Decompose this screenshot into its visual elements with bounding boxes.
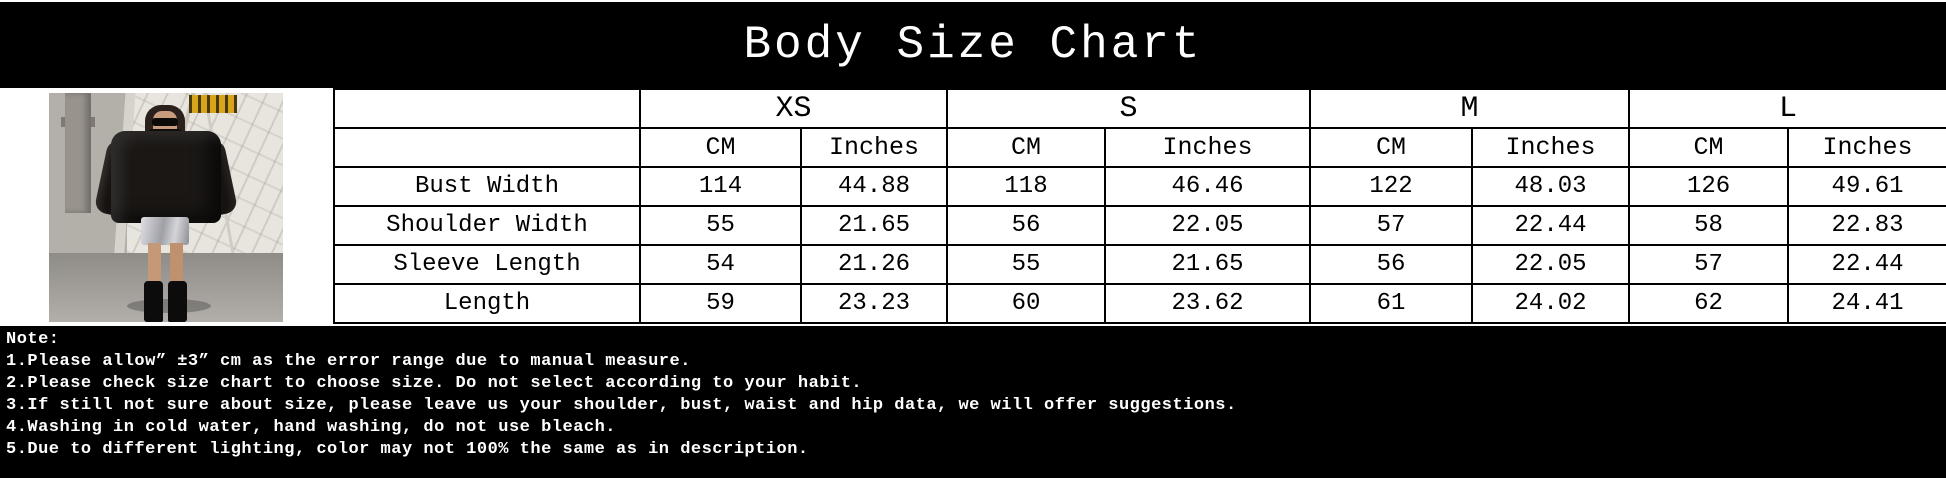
table-unit-header-row: CM Inches CM Inches CM Inches CM Inches <box>333 127 1946 168</box>
measurement-cell: 61 <box>1309 283 1474 324</box>
size-header-m: M <box>1309 88 1631 129</box>
product-photo <box>49 93 283 322</box>
measurement-cell: 54 <box>639 244 802 285</box>
measurement-cell: 56 <box>946 205 1107 246</box>
measurement-cell: 49.61 <box>1787 166 1946 207</box>
measurement-cell: 55 <box>639 205 802 246</box>
note-line-3: 3.If still not sure about size, please l… <box>6 396 1237 415</box>
row-label: Shoulder Width <box>333 205 641 246</box>
size-table: XS S M L CM Inches CM Inches CM Inches C… <box>333 88 1946 324</box>
unit-header: CM <box>946 127 1107 168</box>
notes-section: Note: 1.Please allow” ±3” cm as the erro… <box>0 326 1946 478</box>
measurement-cell: 22.44 <box>1787 244 1946 285</box>
measurement-cell: 44.88 <box>799 166 949 207</box>
measurement-cell: 122 <box>1309 166 1474 207</box>
measurement-cell: 23.23 <box>799 283 949 324</box>
measurement-cell: 57 <box>1309 205 1474 246</box>
note-line-4: 4.Washing in cold water, hand washing, d… <box>6 418 616 437</box>
measurement-cell: 24.41 <box>1787 283 1946 324</box>
measurement-cell: 56 <box>1309 244 1474 285</box>
note-line-2: 2.Please check size chart to choose size… <box>6 374 863 393</box>
measurement-cell: 21.65 <box>799 205 949 246</box>
row-label: Sleeve Length <box>333 244 641 285</box>
title-banner: Body Size Chart <box>0 2 1946 88</box>
photo-silver-shorts <box>141 217 189 245</box>
table-unit-blank-cell <box>333 127 641 168</box>
table-corner-cell <box>333 88 641 129</box>
photo-concrete-pillar <box>65 93 91 213</box>
unit-header: CM <box>1309 127 1474 168</box>
measurement-cell: 126 <box>1628 166 1790 207</box>
measurement-cell: 22.05 <box>1104 205 1312 246</box>
measurement-cell: 59 <box>639 283 802 324</box>
measurement-cell: 22.83 <box>1787 205 1946 246</box>
measurement-cell: 22.05 <box>1471 244 1631 285</box>
unit-header: Inches <box>1787 127 1946 168</box>
measurement-cell: 58 <box>1628 205 1790 246</box>
size-header-l: L <box>1628 88 1946 129</box>
measurement-cell: 48.03 <box>1471 166 1631 207</box>
note-line-5: 5.Due to different lighting, color may n… <box>6 440 809 459</box>
row-label: Bust Width <box>333 166 641 207</box>
note-line-1: 1.Please allow” ±3” cm as the error rang… <box>6 352 691 371</box>
photo-boot-right <box>168 281 187 322</box>
measurement-cell: 114 <box>639 166 802 207</box>
photo-sunglasses <box>152 118 178 126</box>
size-header-xs: XS <box>638 88 949 129</box>
measurement-cell: 55 <box>946 244 1107 285</box>
unit-header: Inches <box>1471 127 1631 168</box>
photo-model-leg-left <box>148 243 161 287</box>
notes-heading: Note: <box>6 330 60 349</box>
table-row-shoulder-width: Shoulder Width 55 21.65 56 22.05 57 22.4… <box>333 205 1946 246</box>
measurement-cell: 21.65 <box>1104 244 1312 285</box>
measurement-cell: 21.26 <box>799 244 949 285</box>
measurement-cell: 23.62 <box>1104 283 1312 324</box>
unit-header: CM <box>639 127 802 168</box>
photo-yellow-sign <box>189 95 237 113</box>
table-size-header-row: XS S M L <box>333 88 1946 129</box>
measurement-cell: 22.44 <box>1471 205 1631 246</box>
unit-header: Inches <box>1104 127 1312 168</box>
measurement-cell: 24.02 <box>1471 283 1631 324</box>
table-row-bust-width: Bust Width 114 44.88 118 46.46 122 48.03… <box>333 166 1946 207</box>
size-header-s: S <box>946 88 1312 129</box>
measurement-cell: 46.46 <box>1104 166 1312 207</box>
measurement-cell: 62 <box>1628 283 1790 324</box>
measurement-cell: 118 <box>946 166 1107 207</box>
unit-header: CM <box>1628 127 1790 168</box>
photo-boot-left <box>144 281 163 322</box>
photo-leather-jacket <box>111 131 221 223</box>
table-row-sleeve-length: Sleeve Length 54 21.26 55 21.65 56 22.05… <box>333 244 1946 285</box>
photo-floor <box>49 253 283 322</box>
row-label: Length <box>333 283 641 324</box>
photo-model-leg-right <box>170 243 183 287</box>
measurement-cell: 60 <box>946 283 1107 324</box>
table-row-length: Length 59 23.23 60 23.62 61 24.02 62 24.… <box>333 283 1946 324</box>
unit-header: Inches <box>799 127 949 168</box>
measurement-cell: 57 <box>1628 244 1790 285</box>
page-title: Body Size Chart <box>743 19 1203 71</box>
